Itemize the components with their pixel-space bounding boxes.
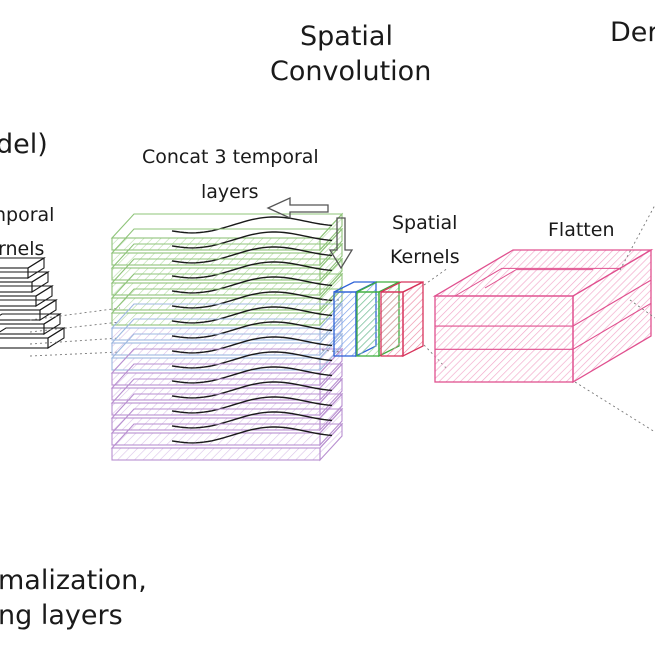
sine-wave — [171, 231, 333, 249]
flatten-front-face — [434, 295, 574, 383]
flatten-block — [432, 248, 654, 384]
temporal-kernel-side — [31, 271, 49, 293]
sine-wave — [171, 366, 333, 384]
sine-wave — [171, 426, 333, 444]
spatial-kernel — [380, 280, 424, 358]
spatial-kernel-side — [402, 280, 424, 358]
sine-wave — [171, 396, 333, 414]
sine-wave — [171, 336, 333, 354]
sine-wave — [171, 261, 333, 279]
temporal-layer — [110, 407, 344, 447]
spatial-kernels-label-line2: Kernels — [390, 246, 460, 268]
kernel-connector-lines — [29, 307, 121, 357]
spatial-kernel-front — [333, 291, 357, 357]
temporal-layer — [110, 422, 344, 462]
sine-wave — [171, 276, 333, 294]
bottom-caption-line1: malization, — [0, 565, 147, 596]
temporal-kernel-front — [0, 323, 45, 335]
model-title-partial: del) — [0, 129, 48, 160]
flatten-inner-edge — [454, 267, 620, 297]
temporal-kernel-side — [35, 285, 53, 307]
flatten-inner-edge — [484, 269, 593, 289]
flatten-label: Flatten — [548, 219, 615, 241]
temporal-kernel-side — [39, 299, 57, 321]
concat-arrow-left — [266, 196, 329, 220]
dense-connector-lines — [574, 204, 655, 433]
sine-wave — [171, 246, 333, 264]
sine-wave — [171, 321, 333, 339]
temporal-kernels-stack — [0, 257, 66, 349]
temporal-kernel-front — [0, 295, 37, 307]
temporal-layers-stack — [110, 212, 344, 462]
spatial-kernel-front — [356, 291, 380, 357]
temporal-layer — [110, 212, 344, 252]
flatten-connector-lines — [423, 267, 449, 371]
concat-label-line2: layers — [201, 181, 259, 203]
temporal-kernel-top — [0, 327, 66, 339]
flatten-slab-line — [435, 302, 652, 350]
temporal-kernel-side — [43, 313, 61, 335]
sine-wave — [171, 291, 333, 309]
dense-title-partial: Der — [610, 17, 655, 48]
temporal-layer-front — [111, 432, 321, 446]
bottom-caption-line2: ng layers — [0, 600, 123, 631]
temporal-kernel-front — [0, 281, 33, 293]
spatial-kernels — [333, 280, 424, 358]
temporal-layer-front — [111, 447, 321, 461]
temporal-kernel-front — [0, 309, 41, 321]
temporal-kernel-side — [47, 327, 65, 349]
sine-wave — [171, 381, 333, 399]
sine-wave — [171, 351, 333, 369]
concat-label-line1: Concat 3 temporal — [142, 146, 319, 168]
temporal-kernels-label-line2: rnels — [0, 238, 45, 260]
temporal-kernel-side — [27, 257, 45, 279]
temporal-layer-top — [110, 213, 344, 239]
temporal-kernel-front — [0, 337, 49, 349]
temporal-kernels-label-line1: nporal — [0, 204, 55, 226]
sine-wave — [171, 216, 333, 234]
spatial-kernel-front — [380, 291, 404, 357]
flatten-slab-line — [435, 279, 652, 327]
sine-wave — [171, 306, 333, 324]
temporal-kernel-front — [0, 267, 29, 279]
concat-arrow-down — [328, 217, 354, 270]
spatial-convolution-title-line1: Spatial — [300, 21, 393, 52]
spatial-kernels-label-line1: Spatial — [392, 212, 458, 234]
sine-wave — [171, 411, 333, 429]
spatial-convolution-title-line2: Convolution — [270, 56, 432, 87]
